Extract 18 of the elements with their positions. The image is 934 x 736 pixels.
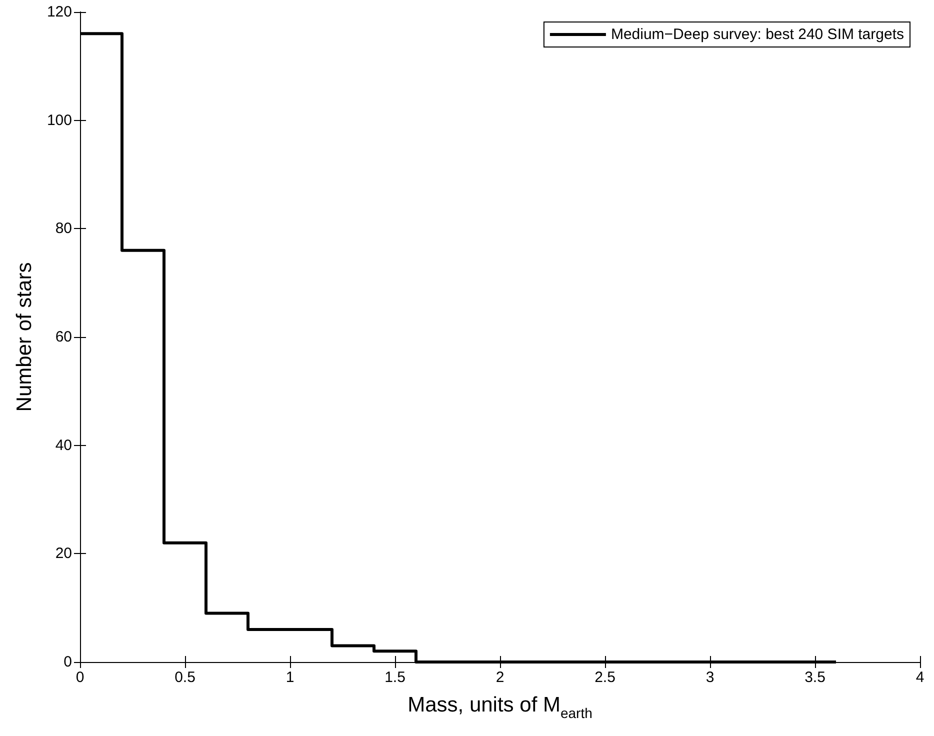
x-tick-label: 3.5 <box>804 669 826 686</box>
y-tick-label: 100 <box>46 112 72 129</box>
y-tick-label: 20 <box>55 545 72 562</box>
y-tick-label: 60 <box>55 328 72 346</box>
legend-label: Medium−Deep survey: best 240 SIM targets <box>610 26 904 43</box>
x-tick-label: 4 <box>916 669 924 686</box>
x-tick-label: 1.5 <box>384 669 406 686</box>
y-tick-label: 40 <box>55 436 72 454</box>
x-tick-label: 2 <box>496 669 504 686</box>
x-tick-label: 1 <box>286 669 294 686</box>
x-tick-label: 0 <box>76 669 84 686</box>
x-tick-label: 3 <box>706 669 714 686</box>
x-tick-label: 2.5 <box>594 669 616 686</box>
y-tick-label: 80 <box>55 220 72 238</box>
x-tick-label: 0.5 <box>174 669 196 686</box>
y-tick-label: 120 <box>46 4 72 20</box>
y-axis-title: Number of stars <box>13 262 36 412</box>
y-tick-label: 0 <box>64 654 72 670</box>
